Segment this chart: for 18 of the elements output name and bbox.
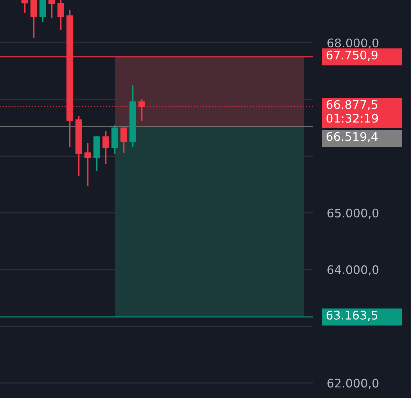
ref-line-label: 67.750,9	[326, 50, 378, 61]
candlestick	[58, 0, 64, 31]
candlestick	[102, 130, 110, 165]
candlestick	[22, 0, 28, 14]
y-tick-label: 65.000,0	[328, 208, 379, 219]
candlestick	[48, 0, 56, 19]
y-tick-label: 68.000,0	[328, 38, 379, 49]
ref-line-label: 66.877,5 01:32:19	[326, 100, 378, 123]
candlestick	[84, 142, 92, 187]
y-tick-label: 62.000,0	[328, 378, 379, 390]
candlestick	[120, 127, 128, 154]
ref-line-label: 63.163,5	[326, 310, 378, 322]
candlestick	[94, 135, 100, 172]
candlestick	[112, 124, 118, 155]
candlestick	[30, 0, 38, 39]
y-tick-label: 64.000,0	[328, 266, 379, 276]
ref-line-label: 66.519,4	[326, 132, 378, 142]
candlestick	[40, 0, 46, 23]
